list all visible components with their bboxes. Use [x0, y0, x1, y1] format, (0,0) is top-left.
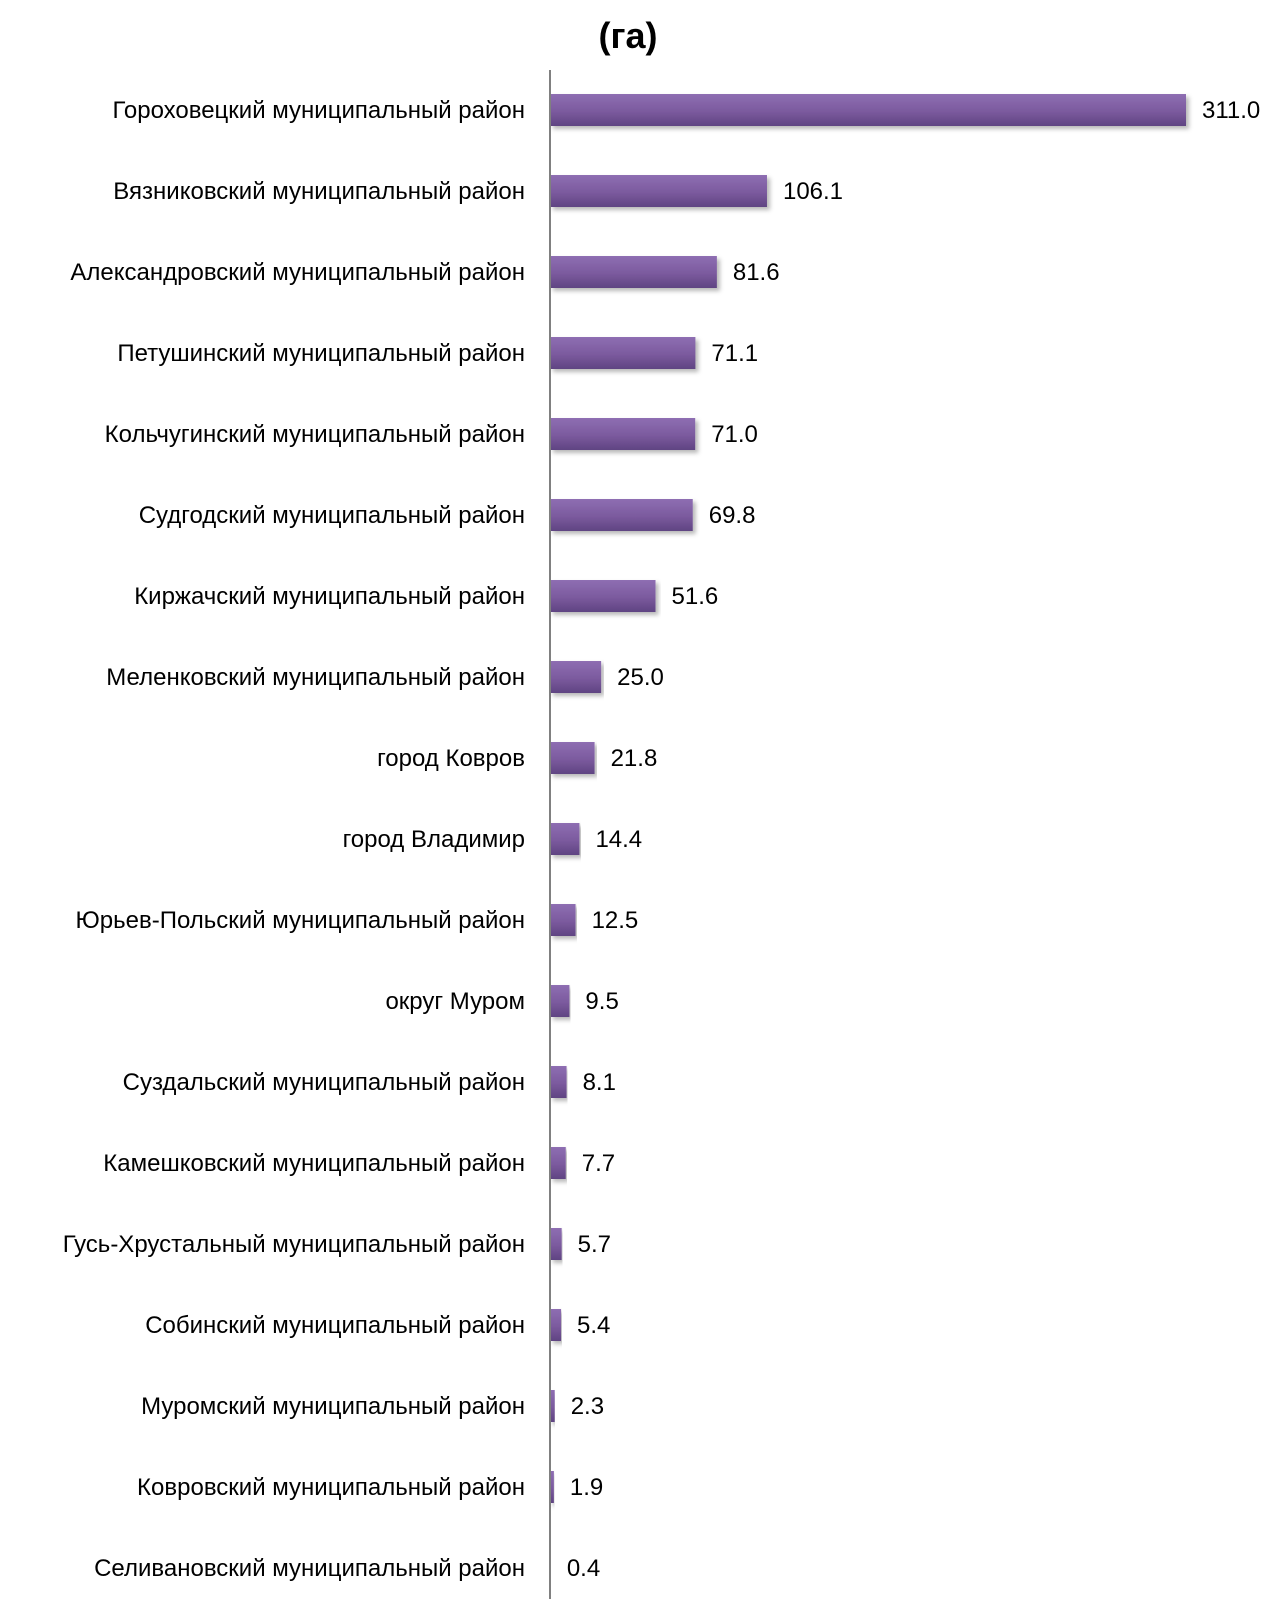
data-label: 81.6	[733, 259, 780, 286]
data-label: 21.8	[611, 745, 658, 772]
data-label: 5.4	[577, 1312, 610, 1339]
category-label: Вязниковский муниципальный район	[113, 178, 525, 205]
category-label: Суздальский муниципальный район	[123, 1069, 525, 1096]
category-label: Собинский муниципальный район	[145, 1312, 525, 1339]
data-label: 9.5	[585, 988, 618, 1015]
category-label: город Владимир	[343, 826, 525, 853]
bar	[550, 1228, 562, 1260]
data-label: 5.7	[578, 1231, 611, 1258]
category-label: Киржачский муниципальный район	[134, 583, 525, 610]
bar	[550, 661, 602, 693]
data-label: 51.6	[672, 583, 719, 610]
data-label: 2.3	[571, 1393, 604, 1420]
bar	[550, 256, 717, 288]
bar	[550, 1066, 567, 1098]
bar	[550, 985, 570, 1017]
category-label: город Ковров	[377, 745, 525, 772]
bar	[550, 742, 595, 774]
data-label: 14.4	[595, 826, 642, 853]
category-label: Судгодский муниципальный район	[139, 502, 525, 529]
data-label: 71.0	[711, 421, 758, 448]
bar	[550, 94, 1186, 126]
category-label: Александровский муниципальный район	[70, 259, 525, 286]
bar	[550, 904, 576, 936]
data-label: 311.0	[1202, 97, 1260, 124]
bar	[550, 337, 696, 369]
data-label: 1.9	[570, 1474, 603, 1501]
category-label: Муромский муниципальный район	[141, 1393, 525, 1420]
data-label: 0.4	[567, 1555, 600, 1582]
bar	[550, 1471, 554, 1503]
bar	[550, 1309, 562, 1341]
category-label: Гусь-Хрустальный муниципальный район	[63, 1231, 525, 1258]
data-label: 7.7	[582, 1150, 615, 1177]
category-label: Петушинский муниципальный район	[117, 340, 525, 367]
data-label: 12.5	[592, 907, 639, 934]
category-label: Камешковский муниципальный район	[103, 1150, 525, 1177]
bar	[550, 823, 580, 855]
bar	[550, 1147, 566, 1179]
data-label: 25.0	[617, 664, 664, 691]
chart-title: (га)	[599, 15, 658, 56]
data-label: 8.1	[583, 1069, 616, 1096]
bar	[550, 175, 767, 207]
category-label: Кольчугинский муниципальный район	[105, 421, 525, 448]
category-label: Гороховецкий муниципальный район	[112, 97, 525, 124]
category-label: Селивановский муниципальный район	[94, 1555, 525, 1582]
bar	[550, 1390, 555, 1422]
bar	[550, 580, 656, 612]
category-label: Юрьев-Польский муниципальный район	[76, 907, 525, 934]
bar	[550, 499, 693, 531]
category-label: Меленковский муниципальный район	[106, 664, 525, 691]
bars-layer	[550, 94, 1186, 1584]
data-label: 69.8	[709, 502, 756, 529]
category-label: Ковровский муниципальный район	[137, 1474, 525, 1501]
data-label: 106.1	[783, 178, 843, 205]
category-label: округ Муром	[385, 988, 525, 1015]
data-label: 71.1	[711, 340, 758, 367]
labels-layer: Гороховецкий муниципальный район 311.0 Вяз…	[63, 97, 1261, 1582]
bar	[550, 418, 696, 450]
